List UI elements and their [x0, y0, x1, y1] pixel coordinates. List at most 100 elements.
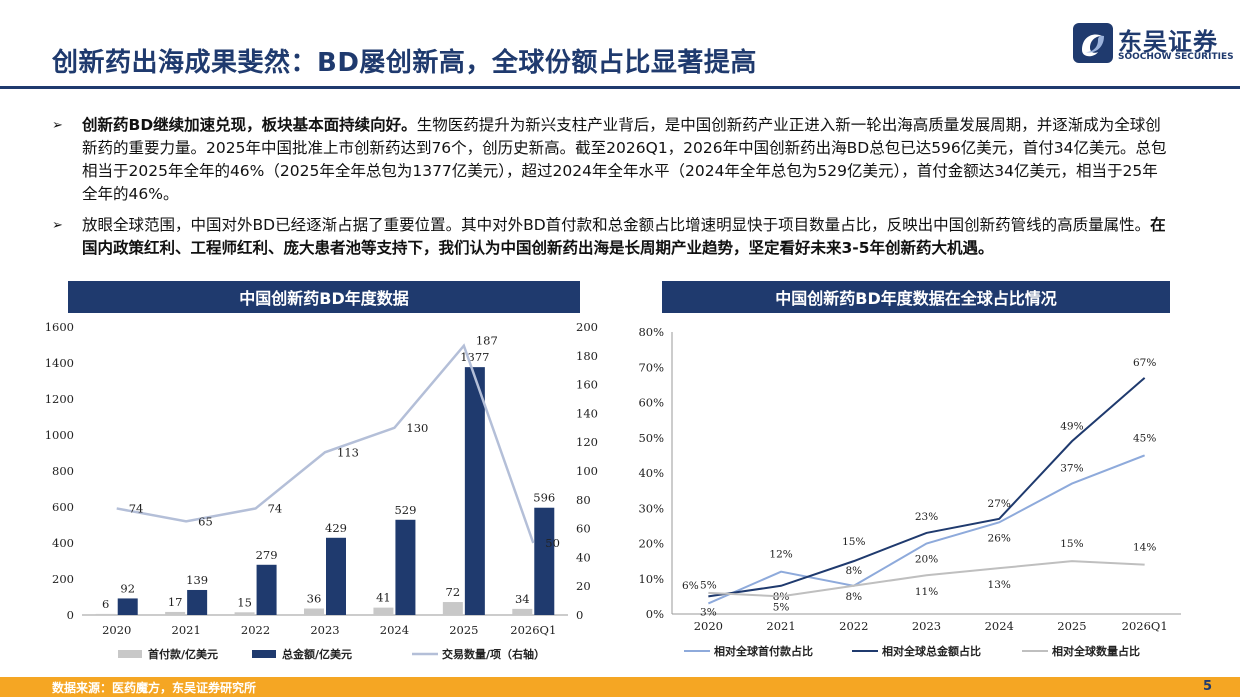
- bar: [117, 598, 138, 615]
- bar-value-label: 429: [325, 521, 347, 535]
- y-right-tick-label: 140: [576, 406, 598, 420]
- bar: [373, 607, 394, 615]
- bullet-2-text: 放眼全球范围，中国对外BD已经逐渐占据了重要位置。其中对外BD首付款和总金额占比…: [82, 216, 1151, 234]
- y-tick-label: 0%: [646, 607, 664, 621]
- series-line: [116, 343, 535, 544]
- legend-label: 相对全球数量占比: [1052, 644, 1140, 658]
- bar: [512, 608, 533, 615]
- legend-label: 相对全球首付款占比: [714, 644, 813, 658]
- y-right-tick-label: 120: [576, 435, 598, 449]
- bd-annual-chart: 0 200 400 600 800 1000 1200 1400 1600 0 20 40 60 80 10…: [45, 320, 598, 661]
- x-tick-label: 2021: [766, 619, 795, 633]
- point-value-label: 8%: [845, 565, 862, 577]
- logo: 东吴证券 SOOCHOW SECURITIES: [1072, 22, 1234, 66]
- x-tick-label: 2025: [1057, 619, 1086, 633]
- bar-value-label: 34: [515, 592, 530, 606]
- line-value-label: 50: [545, 536, 560, 550]
- legend-swatch: [252, 650, 276, 658]
- legend-label: 总金额/亿美元: [282, 647, 352, 661]
- y-left-tick-label: 800: [52, 464, 74, 478]
- y-left-tick-label: 0: [67, 608, 74, 622]
- point-value-label: 12%: [769, 549, 792, 561]
- y-tick-label: 60%: [638, 396, 664, 410]
- point-value-label: 5%: [773, 601, 790, 613]
- logo-text-en: SOOCHOW SECURITIES: [1118, 52, 1234, 62]
- bar: [95, 613, 116, 615]
- x-tick-label: 2023: [310, 623, 339, 637]
- x-tick-label: 2022: [241, 623, 270, 637]
- point-value-label: 14%: [1133, 542, 1156, 554]
- left-panel-title: 中国创新药BD年度数据: [68, 281, 580, 313]
- y-right-tick-label: 40: [576, 550, 591, 564]
- global-share-chart: 0% 10% 20% 30% 40% 50% 60% 70% 80% 2020 2021 2022 20…: [638, 325, 1181, 658]
- y-tick-label: 20%: [638, 537, 664, 551]
- y-left-tick-label: 1600: [45, 320, 74, 334]
- right-panel-title: 中国创新药BD年度数据在全球占比情况: [662, 281, 1170, 313]
- legend-label: 首付款/亿美元: [148, 647, 218, 661]
- arrow-icon: ➢: [52, 118, 63, 133]
- series-line: [708, 560, 1145, 598]
- title-divider: [0, 86, 1240, 89]
- bar: [256, 564, 277, 615]
- page-title: 创新药出海成果斐然：BD屡创新高，全球份额占比显著提高: [52, 48, 757, 78]
- bar-value-label: 279: [256, 548, 278, 562]
- line-value-label: 65: [198, 514, 213, 528]
- line-value-label: 113: [337, 445, 359, 459]
- bar-value-label: 529: [394, 503, 416, 517]
- y-left-tick-label: 600: [52, 500, 74, 514]
- bar: [534, 507, 555, 615]
- bar: [304, 608, 324, 615]
- bar: [165, 611, 186, 615]
- x-tick-label: 2026Q1: [1122, 619, 1168, 633]
- y-right-tick-label: 0: [576, 608, 583, 622]
- y-left-tick-label: 400: [52, 536, 74, 550]
- y-right-tick-label: 60: [576, 522, 591, 536]
- line-value-label: 130: [406, 421, 428, 435]
- line-value-label: 74: [129, 501, 144, 515]
- y-tick-label: 30%: [638, 501, 664, 515]
- x-tick-label: 2020: [694, 619, 723, 633]
- point-value-label: 67%: [1133, 357, 1156, 369]
- legend-label: 交易数量/项（右轴）: [442, 647, 545, 661]
- arrow-icon: ➢: [52, 218, 63, 233]
- y-right-tick-label: 180: [576, 349, 598, 363]
- footer-bar: 数据来源：医药魔方，东吴证券研究所: [0, 677, 1240, 697]
- x-tick-label: 2024: [985, 619, 1014, 633]
- bar-value-label: 6: [102, 597, 109, 611]
- bar-value-label: 41: [376, 591, 391, 605]
- line-value-label: 187: [476, 334, 498, 348]
- point-value-label: 6%: [682, 580, 699, 592]
- point-value-label: 11%: [915, 586, 938, 598]
- y-left-tick-label: 200: [52, 572, 74, 586]
- line-value-label: 74: [268, 501, 283, 515]
- bullet-item-1: ➢ 创新药BD继续加速兑现，板块基本面持续向好。生物医药提升为新兴支柱产业背后，…: [52, 114, 1172, 206]
- point-value-label: 15%: [1060, 538, 1083, 550]
- bar: [234, 612, 255, 615]
- bar-value-label: 92: [120, 581, 135, 595]
- point-value-label: 5%: [700, 579, 717, 591]
- y-tick-label: 40%: [638, 466, 664, 480]
- point-value-label: 20%: [915, 554, 938, 566]
- x-tick-label: 2025: [449, 623, 478, 637]
- point-value-label: 45%: [1133, 432, 1156, 444]
- bar-value-label: 1377: [460, 350, 489, 364]
- bar-value-label: 15: [237, 595, 252, 609]
- y-right-tick-label: 80: [576, 493, 591, 507]
- bar-value-label: 36: [307, 592, 322, 606]
- x-tick-label: 2023: [912, 619, 941, 633]
- logo-text-cn: 东吴证券: [1118, 28, 1218, 56]
- x-tick-label: 2020: [102, 623, 131, 637]
- bar: [187, 589, 208, 615]
- point-value-label: 37%: [1060, 463, 1083, 475]
- bar: [395, 519, 416, 615]
- point-value-label: 23%: [915, 511, 938, 523]
- soochow-logo-icon: [1073, 23, 1113, 63]
- point-value-label: 3%: [700, 606, 717, 618]
- x-tick-label: 2024: [380, 623, 409, 637]
- bullet-list: ➢ 创新药BD继续加速兑现，板块基本面持续向好。生物医药提升为新兴支柱产业背后，…: [52, 114, 1172, 268]
- x-tick-label: 2026Q1: [510, 623, 556, 637]
- page-number: 5: [1202, 679, 1212, 694]
- bar-value-label: 17: [168, 595, 183, 609]
- legend-label: 相对全球总金额占比: [882, 644, 981, 658]
